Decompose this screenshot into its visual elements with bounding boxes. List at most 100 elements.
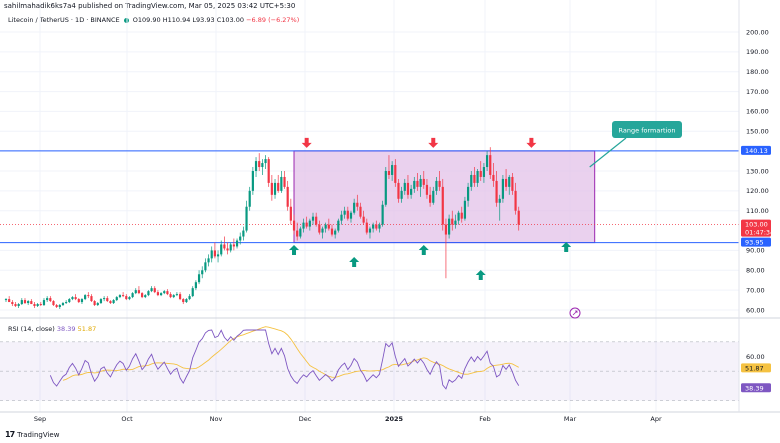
y-tick-label: 150.00 [746,128,769,136]
ohlc-open: O109.90 [132,16,161,24]
candle-body [23,300,27,304]
candle-body [159,293,163,296]
candle-body [311,216,315,221]
resistance-price-label: 140.13 [745,147,768,155]
rsi-label[interactable]: RSI (14, close) [8,325,55,333]
buy-arrow-icon [418,245,429,255]
market-status-icon [123,17,129,23]
candle-body [501,178,505,199]
candle-body [125,296,128,300]
candle-body [324,224,327,229]
candle-body [99,299,103,304]
candle-body [61,303,65,306]
candle-body [337,220,340,231]
candle-body [178,294,182,300]
candle-body [147,291,150,296]
x-tick-label: Feb [479,415,491,423]
callout-box [612,121,682,138]
footer: 17 TradingView [5,430,59,439]
candle-body [17,304,20,307]
candle-body [340,214,343,221]
tradingview-logo-icon: 17 [5,430,15,439]
candle-body [391,165,394,175]
candle-body [156,292,160,296]
candle-body [191,288,194,297]
candle-body [438,180,441,187]
footer-brand[interactable]: TradingView [17,430,60,439]
candle-body [68,299,71,303]
candle-body [273,182,277,195]
rsi-value-label-bg [741,383,771,393]
candle-body [425,184,429,195]
candle-body [49,298,52,302]
rsi-ma-line [62,326,519,381]
buy-arrow-icon [475,270,486,280]
rsi-ma-label: 51.87 [745,364,764,372]
rsi-legend-value: 38.39 [56,325,76,333]
candle-body [365,222,368,233]
candle-body [197,274,201,283]
range-box [293,150,596,244]
candle-body [444,224,448,235]
candle-body [381,204,384,225]
publisher-line: sahilmahadik6ks7a4 published on TradingV… [4,2,296,10]
candle-body [207,258,210,263]
candle-body [289,206,292,221]
candle-body [327,224,330,229]
candle-body [362,216,365,223]
candle-body [131,293,134,298]
candle-body [504,178,508,187]
candle-body [103,298,106,300]
candle-body [112,300,115,304]
candle-body [356,202,359,207]
candle-body [451,218,454,225]
x-tick-label: Mar [564,415,577,423]
candle-body [454,220,457,225]
last-price-label: 103.00 [745,221,768,229]
candle-body [8,299,11,303]
candle-body [368,228,372,233]
buy-arrow-icon [561,242,572,252]
candle-body [514,190,517,211]
symbol-name[interactable]: Litecoin / TetherUS · 1D · BINANCE [8,16,120,24]
candle-body [315,216,318,225]
candle-body [122,295,125,297]
candle-body [11,302,14,305]
candle-body [416,180,419,187]
candle-body [194,282,197,289]
support-price-label-bg [741,237,771,247]
candle-body [210,250,213,259]
ohlc-high: H110.94 [162,16,191,24]
candle-body [87,295,90,297]
candle-body [308,220,311,227]
candle-body [144,295,147,298]
ohlc-low: L93.93 [192,16,215,24]
candle-body [422,178,425,185]
candle-body [419,178,422,187]
candle-body [20,300,23,305]
x-tick-label: Dec [299,415,312,423]
candle-body [46,298,49,301]
y-tick-label: 90.00 [746,247,765,255]
candle-body [235,240,239,247]
candle-body [226,248,229,251]
candle-body [204,262,207,271]
candle-body [163,291,166,294]
candle-body [90,296,93,302]
candle-body [106,298,109,302]
rsi-ma-label-bg [741,363,771,373]
candle-body [128,297,131,300]
y-tick-label: 130.00 [746,167,769,175]
candle-body [321,228,324,233]
rsi-tick-label: 60.00 [746,353,765,361]
y-tick-label: 180.00 [746,68,769,76]
candle-body [394,165,397,183]
sell-arrow-icon [526,137,537,148]
candle-body [213,250,216,257]
replay-icon [569,307,581,319]
candle-body [277,182,280,191]
candle-body [201,270,204,275]
candle-body [330,228,334,235]
candle-body [299,228,302,237]
